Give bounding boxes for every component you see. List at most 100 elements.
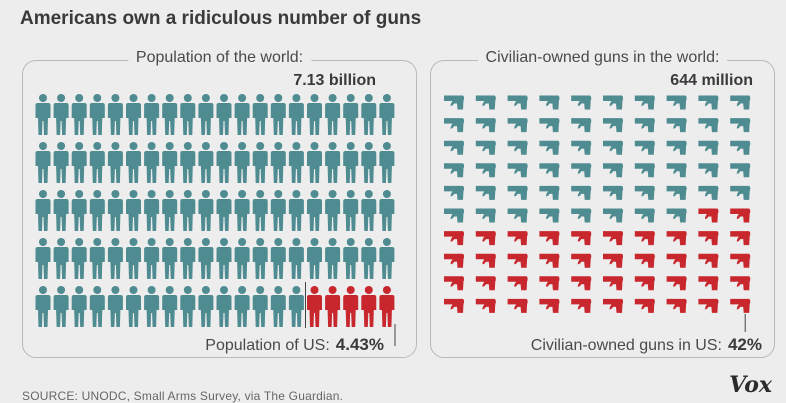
- handgun-icon-us: [730, 276, 751, 291]
- person-icon: [71, 94, 87, 135]
- handgun-icon: [539, 208, 560, 223]
- handgun-icon-us: [698, 253, 719, 268]
- person-icon: [107, 286, 123, 327]
- person-icon: [379, 190, 395, 231]
- handgun-icon: [666, 163, 687, 178]
- handgun-icon-us: [730, 253, 751, 268]
- handgun-icon: [444, 185, 464, 200]
- handgun-icon: [571, 118, 592, 133]
- person-icon: [144, 190, 160, 231]
- handgun-icon: [730, 140, 751, 155]
- person-icon: [71, 190, 87, 231]
- handgun-icon: [634, 140, 655, 155]
- handgun-icon: [444, 95, 464, 110]
- person-icon: [288, 238, 304, 279]
- person-icon: [270, 238, 286, 279]
- person-icon: [216, 190, 232, 231]
- person-icon: [216, 142, 232, 183]
- handgun-icon-us: [634, 253, 655, 268]
- handgun-icon: [666, 140, 687, 155]
- handgun-icon: [571, 140, 592, 155]
- handgun-icon-us: [539, 231, 560, 246]
- person-icon: [71, 286, 87, 327]
- person-icon: [89, 94, 105, 135]
- person-icon: [288, 286, 304, 327]
- handgun-icon: [698, 163, 719, 178]
- handgun-icon-us: [603, 298, 623, 313]
- handgun-icon-us: [444, 298, 464, 313]
- person-icon: [71, 142, 87, 183]
- person-icon: [126, 94, 141, 135]
- source-note: SOURCE: UNODC, Small Arms Survey, via Th…: [22, 389, 344, 403]
- person-icon: [144, 238, 160, 279]
- person-icon: [198, 94, 214, 135]
- guns-total: 644 million: [670, 72, 753, 89]
- person-icon: [234, 94, 250, 135]
- handgun-icon: [507, 185, 528, 200]
- handgun-icon: [507, 95, 528, 110]
- handgun-icon-us: [571, 253, 592, 268]
- person-icon: [107, 142, 123, 183]
- handgun-icon: [603, 118, 623, 133]
- handgun-icon-us: [475, 253, 496, 268]
- handgun-icon-us: [475, 276, 496, 291]
- person-icon: [198, 238, 214, 279]
- person-icon: [270, 94, 286, 135]
- person-icon: [180, 238, 196, 279]
- handgun-icon: [444, 208, 464, 223]
- person-icon-us: [325, 286, 341, 327]
- handgun-icon: [698, 140, 719, 155]
- person-icon: [107, 238, 123, 279]
- person-icon: [252, 142, 268, 183]
- person-icon: [216, 286, 232, 327]
- handgun-icon: [444, 163, 464, 178]
- person-icon: [144, 94, 160, 135]
- person-icon: [162, 190, 178, 231]
- person-icon: [89, 142, 105, 183]
- person-icon: [53, 94, 69, 135]
- person-icon: [252, 286, 268, 327]
- person-icon: [89, 238, 105, 279]
- person-icon: [126, 286, 141, 327]
- handgun-icon: [539, 140, 560, 155]
- person-icon: [361, 190, 377, 231]
- handgun-icon: [698, 118, 719, 133]
- us-population-label: Population of US:: [205, 337, 330, 354]
- handgun-icon-us: [475, 298, 496, 313]
- handgun-icon: [571, 95, 592, 110]
- handgun-icon-us: [539, 253, 560, 268]
- person-icon: [307, 238, 322, 279]
- person-icon-us: [361, 286, 377, 327]
- handgun-icon-us: [603, 231, 623, 246]
- handgun-icon-us: [634, 276, 655, 291]
- handgun-icon: [666, 185, 687, 200]
- handgun-icon-us: [666, 276, 687, 291]
- handgun-icon: [603, 140, 623, 155]
- handgun-icon-us: [507, 253, 528, 268]
- chart-title: Americans own a ridiculous number of gun…: [20, 8, 422, 29]
- person-icon: [379, 142, 395, 183]
- handgun-icon-us: [730, 208, 751, 223]
- handgun-icon: [634, 185, 655, 200]
- handgun-icon: [603, 185, 623, 200]
- handgun-icon: [507, 118, 528, 133]
- handgun-icon: [507, 163, 528, 178]
- handgun-icon-us: [698, 231, 719, 246]
- person-icon: [144, 286, 160, 327]
- handgun-icon-us: [507, 298, 528, 313]
- handgun-icon-us: [539, 298, 560, 313]
- person-icon: [180, 286, 196, 327]
- handgun-icon: [634, 95, 655, 110]
- handgun-icon: [475, 95, 496, 110]
- person-icon: [35, 286, 51, 327]
- handgun-icon: [603, 163, 623, 178]
- person-icon: [379, 238, 395, 279]
- handgun-icon: [507, 208, 528, 223]
- handgun-icon-us: [730, 231, 751, 246]
- person-icon: [361, 142, 377, 183]
- person-icon: [216, 94, 232, 135]
- guns-pictogram: [443, 94, 761, 332]
- person-icon: [288, 142, 304, 183]
- handgun-icon: [475, 140, 496, 155]
- person-icon: [107, 94, 123, 135]
